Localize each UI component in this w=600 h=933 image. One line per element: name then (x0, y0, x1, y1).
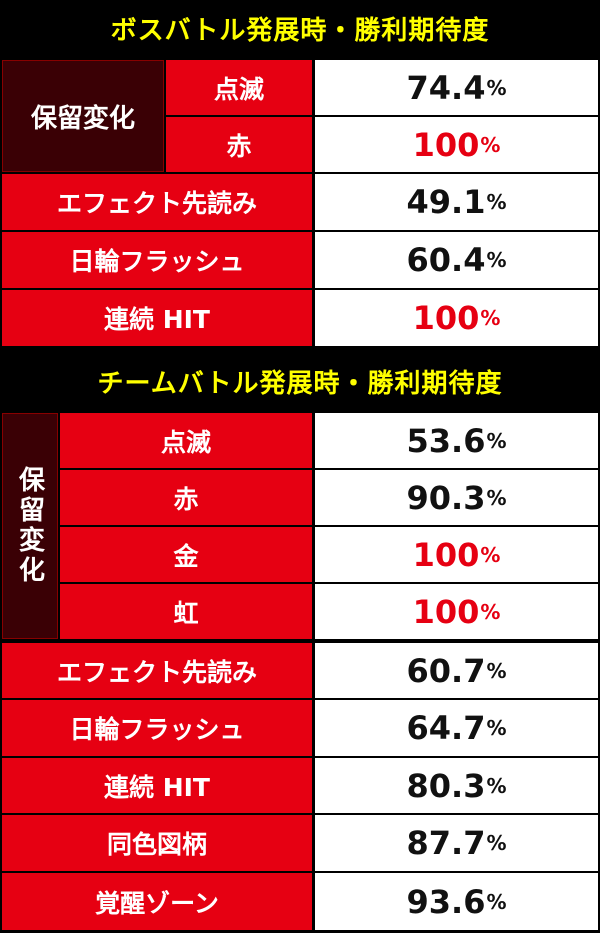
team-row-value-2: 100% (315, 527, 598, 582)
team-row-label-2: 金 (60, 527, 312, 582)
boss-row-value-3: 60.4% (315, 232, 598, 288)
team-group-label: 保留変化 (2, 413, 58, 639)
boss-row-value-0: 74.4% (315, 60, 598, 115)
boss-row-value-2: 49.1% (315, 174, 598, 230)
boss-row-value-1: 100% (315, 117, 598, 172)
team-row-label-8: 覚醒ゾーン (2, 873, 312, 930)
team-row-value-5: 64.7% (315, 700, 598, 756)
team-row-label-3: 虹 (60, 584, 312, 639)
boss-row-label-4: 連続 HIT (2, 290, 312, 346)
team-row-label-5: 日輪フラッシュ (2, 700, 312, 756)
team-section-title: チームバトル発展時・勝利期待度 (97, 369, 503, 399)
team-row-label-7: 同色図柄 (2, 815, 312, 871)
team-row-value-3: 100% (315, 584, 598, 639)
boss-row-label-0: 点滅 (166, 60, 312, 115)
team-row-label-4: エフェクト先読み (2, 643, 312, 698)
team-row-value-7: 87.7% (315, 815, 598, 871)
boss-row-label-1: 赤 (166, 117, 312, 172)
team-row-value-1: 90.3% (315, 470, 598, 525)
team-row-value-6: 80.3% (315, 758, 598, 813)
team-row-label-6: 連続 HIT (2, 758, 312, 813)
team-row-value-8: 93.6% (315, 873, 598, 930)
team-row-value-0: 53.6% (315, 413, 598, 468)
team-row-value-4: 60.7% (315, 643, 598, 698)
team-row-label-0: 点滅 (60, 413, 312, 468)
boss-row-label-3: 日輪フラッシュ (2, 232, 312, 288)
boss-row-label-2: エフェクト先読み (2, 174, 312, 230)
team-row-label-1: 赤 (60, 470, 312, 525)
boss-section-title: ボスバトル発展時・勝利期待度 (110, 16, 490, 46)
boss-group-label: 保留変化 (2, 60, 164, 172)
boss-row-value-4: 100% (315, 290, 598, 346)
